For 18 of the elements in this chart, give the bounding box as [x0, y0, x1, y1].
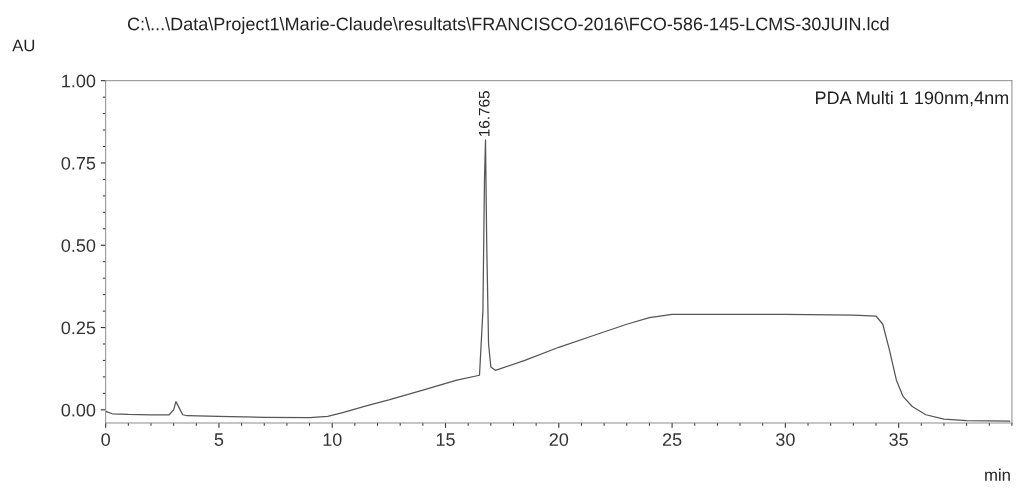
y-tick-label: 0.00	[61, 403, 96, 417]
chart-title: C:\...\Data\Project1\Marie-Claude\resultats\FRANCISCO-2016\FCO-586-145-LCMS-30JUIN.lcd	[127, 17, 889, 34]
y-tick-label: 1.00	[62, 74, 96, 88]
x-tick-label: 10	[323, 433, 342, 446]
y-tick-label: 0.50	[61, 239, 96, 252]
x-axis-title: min	[985, 468, 1010, 481]
x-tick-label: 5	[214, 433, 224, 446]
x-tick-label: 25	[662, 433, 682, 446]
x-tick-label: 20	[549, 433, 569, 446]
x-tick-label: 0	[101, 433, 110, 446]
x-tick-label: 30	[776, 433, 795, 446]
y-tick-label: 0.75	[61, 156, 96, 170]
annotation: PDA Multi 1 190nm,4nm	[816, 90, 1009, 107]
y-tick-label: 0.25	[61, 321, 96, 335]
x-tick-label: 35	[889, 433, 908, 446]
annotation: 16.765	[478, 91, 490, 136]
y-axis-title: AU	[12, 39, 35, 52]
x-tick-label: 15	[436, 433, 455, 446]
